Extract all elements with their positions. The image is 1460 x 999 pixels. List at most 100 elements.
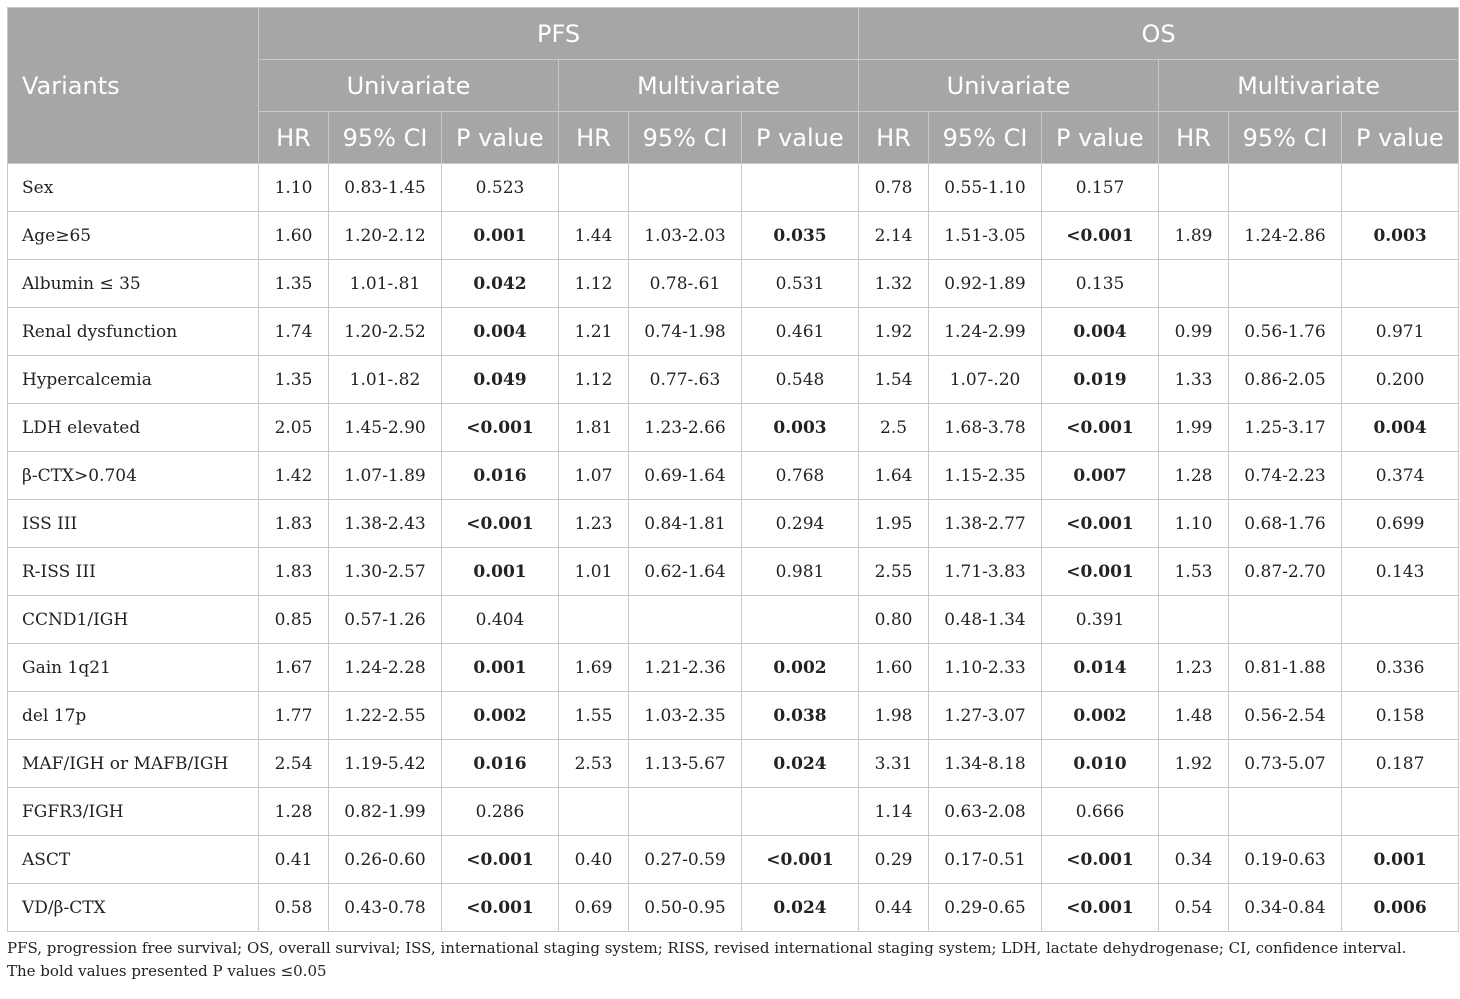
p-value-cell: 0.024 xyxy=(740,883,860,932)
hr-cell xyxy=(558,163,629,212)
p-value-cell: 0.548 xyxy=(740,355,860,404)
ci-cell: 1.38-2.77 xyxy=(928,499,1043,548)
ci-cell: 0.27-0.59 xyxy=(628,835,742,884)
p-value-cell: 0.200 xyxy=(1341,355,1460,404)
column-header-ci: 95% CI xyxy=(328,111,442,164)
hr-cell: 0.80 xyxy=(858,595,930,644)
p-value-cell: 0.038 xyxy=(740,691,860,740)
table-row: Hypercalcemia 1.35 1.01-.82 0.049 1.12 0.77-.… xyxy=(7,355,1460,404)
ci-cell: 1.71-3.83 xyxy=(928,547,1043,596)
hr-cell: 0.41 xyxy=(258,835,329,884)
hr-cell: 1.98 xyxy=(858,691,930,740)
ci-cell xyxy=(1228,787,1343,836)
hr-cell xyxy=(558,595,629,644)
footnote-abbreviations: PFS, progression free survival; OS, over… xyxy=(7,939,1407,957)
ci-cell: 1.15-2.35 xyxy=(928,451,1043,500)
column-header-p-value: P value xyxy=(441,111,559,164)
p-value-cell: 0.001 xyxy=(1341,835,1460,884)
ci-cell: 0.81-1.88 xyxy=(1228,643,1343,692)
p-value-cell: 0.336 xyxy=(1341,643,1460,692)
p-value-cell: 0.016 xyxy=(441,451,559,500)
p-value-cell: 0.157 xyxy=(1041,163,1160,212)
p-value-cell xyxy=(740,163,860,212)
os-univariate-header: Univariate xyxy=(858,59,1160,112)
ci-cell xyxy=(1228,259,1343,308)
ci-cell: 0.74-1.98 xyxy=(628,307,742,356)
hr-cell: 0.69 xyxy=(558,883,629,932)
p-value-cell xyxy=(1341,163,1460,212)
hr-cell xyxy=(558,787,629,836)
ci-cell xyxy=(628,787,742,836)
hr-cell xyxy=(1158,259,1230,308)
ci-cell xyxy=(628,163,742,212)
table-body: Sex 1.10 0.83-1.45 0.523 0.78 0.55-1.10 0.157 A… xyxy=(7,163,1460,932)
hr-cell: 1.44 xyxy=(558,211,629,260)
p-value-cell: <0.001 xyxy=(1041,835,1160,884)
p-value-cell: 0.049 xyxy=(441,355,559,404)
p-value-cell xyxy=(740,787,860,836)
column-header-p-value: P value xyxy=(1341,111,1460,164)
ci-cell: 1.03-2.03 xyxy=(628,211,742,260)
hr-cell: 1.12 xyxy=(558,259,629,308)
p-value-cell: <0.001 xyxy=(441,835,559,884)
p-value-cell: 0.971 xyxy=(1341,307,1460,356)
p-value-cell: 0.007 xyxy=(1041,451,1160,500)
ci-cell: 1.24-2.99 xyxy=(928,307,1043,356)
ci-cell: 1.24-2.86 xyxy=(1228,211,1343,260)
p-value-cell: 0.391 xyxy=(1041,595,1160,644)
hr-cell: 2.55 xyxy=(858,547,930,596)
p-value-cell: 0.010 xyxy=(1041,739,1160,788)
row-label: R-ISS III xyxy=(7,547,259,596)
ci-cell: 0.73-5.07 xyxy=(1228,739,1343,788)
row-label: Renal dysfunction xyxy=(7,307,259,356)
hr-cell: 1.60 xyxy=(858,643,930,692)
hr-cell: 0.58 xyxy=(258,883,329,932)
ci-cell: 1.03-2.35 xyxy=(628,691,742,740)
row-label: CCND1/IGH xyxy=(7,595,259,644)
p-value-cell: 0.002 xyxy=(441,691,559,740)
ci-cell: 0.56-1.76 xyxy=(1228,307,1343,356)
column-header-ci: 95% CI xyxy=(928,111,1043,164)
table-row: Age≥65 1.60 1.20-2.12 0.001 1.44 1.03-2.03 0.0… xyxy=(7,211,1460,260)
ci-cell: 1.21-2.36 xyxy=(628,643,742,692)
ci-cell: 1.19-5.42 xyxy=(328,739,442,788)
hr-cell: 1.60 xyxy=(258,211,329,260)
hr-cell: 1.55 xyxy=(558,691,629,740)
footnote-bold-values: The bold values presented P values ≤0.05 xyxy=(7,962,327,980)
ci-cell: 1.07-.20 xyxy=(928,355,1043,404)
ci-cell: 1.24-2.28 xyxy=(328,643,442,692)
table-row: R-ISS III 1.83 1.30-2.57 0.001 1.01 0.62-1.64… xyxy=(7,547,1460,596)
p-value-cell: <0.001 xyxy=(1041,883,1160,932)
hr-cell: 1.81 xyxy=(558,403,629,452)
p-value-cell: 0.158 xyxy=(1341,691,1460,740)
hr-cell: 1.77 xyxy=(258,691,329,740)
hr-cell: 1.99 xyxy=(1158,403,1230,452)
table-row: VD/β-CTX 0.58 0.43-0.78 <0.001 0.69 0.50-0.95… xyxy=(7,883,1460,932)
p-value-cell: 0.002 xyxy=(740,643,860,692)
ci-cell: 0.78-.61 xyxy=(628,259,742,308)
p-value-cell: 0.699 xyxy=(1341,499,1460,548)
hr-cell: 1.01 xyxy=(558,547,629,596)
row-label: FGFR3/IGH xyxy=(7,787,259,836)
ci-cell: 0.83-1.45 xyxy=(328,163,442,212)
hr-cell: 1.12 xyxy=(558,355,629,404)
p-value-cell: 0.001 xyxy=(441,211,559,260)
p-value-cell: 0.143 xyxy=(1341,547,1460,596)
column-header-hr: HR xyxy=(558,111,629,164)
pfs-univariate-header: Univariate xyxy=(258,59,559,112)
ci-cell: 1.30-2.57 xyxy=(328,547,442,596)
hr-cell: 1.32 xyxy=(858,259,930,308)
p-value-cell: 0.019 xyxy=(1041,355,1160,404)
ci-cell: 0.43-0.78 xyxy=(328,883,442,932)
p-value-cell xyxy=(1341,595,1460,644)
hr-cell: 0.54 xyxy=(1158,883,1230,932)
hr-cell xyxy=(1158,595,1230,644)
hr-cell: 2.14 xyxy=(858,211,930,260)
p-value-cell: 0.461 xyxy=(740,307,860,356)
ci-cell xyxy=(628,595,742,644)
table-row: del 17p 1.77 1.22-2.55 0.002 1.55 1.03-2.35 0.… xyxy=(7,691,1460,740)
column-header-ci: 95% CI xyxy=(1228,111,1343,164)
ci-cell: 1.38-2.43 xyxy=(328,499,442,548)
p-value-cell xyxy=(1341,259,1460,308)
ci-cell: 1.45-2.90 xyxy=(328,403,442,452)
